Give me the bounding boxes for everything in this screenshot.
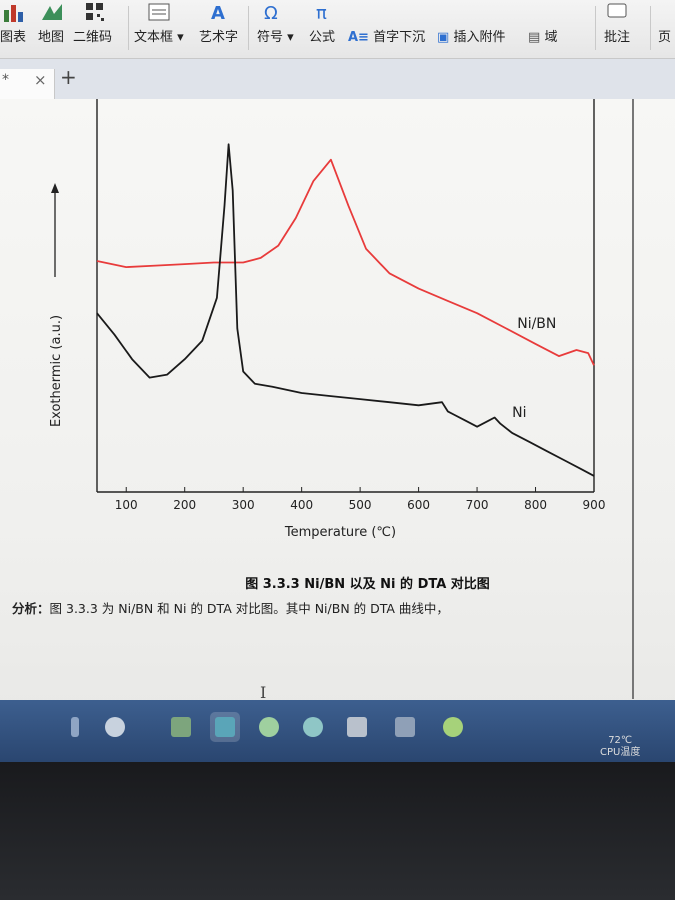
attachment-icon: ▣ (437, 30, 450, 45)
dropcap-icon: A≡ (348, 30, 369, 45)
taskbar-app-icon[interactable] (100, 712, 130, 742)
series-annotation: Ni (512, 405, 526, 421)
ribbon-separator (595, 6, 596, 50)
page-edge (632, 99, 634, 699)
taskbar-photos-icon[interactable] (390, 712, 420, 742)
analysis-label: 分析： (12, 601, 50, 616)
formula-button[interactable]: 公式 (309, 30, 336, 45)
x-tick-label: 100 (115, 498, 138, 512)
cpu-temperature-widget[interactable]: 72℃ CPU温度 (600, 735, 640, 759)
comment-button[interactable]: 批注 (604, 30, 631, 45)
taskbar (0, 700, 675, 762)
monitor-bezel (0, 762, 675, 900)
taskbar-browser-icon[interactable] (298, 712, 328, 742)
comment-icon[interactable] (605, 2, 629, 22)
new-tab-icon[interactable]: + (60, 65, 77, 89)
x-tick-label: 800 (524, 498, 547, 512)
x-tick-label: 600 (407, 498, 430, 512)
field-label: 域 (544, 30, 558, 45)
chart-icon[interactable] (2, 2, 28, 22)
formula-icon[interactable]: π (313, 2, 335, 24)
x-tick-label: 700 (466, 498, 489, 512)
ribbon-separator (248, 6, 249, 50)
field-button[interactable]: ▤ 域 (528, 26, 557, 45)
y-axis-arrowhead (51, 183, 59, 193)
x-tick-label: 300 (232, 498, 255, 512)
dropcap-button[interactable]: A≡ 首字下沉 (348, 26, 425, 45)
ribbon-separator (650, 6, 651, 50)
svg-text:Ω: Ω (264, 3, 278, 22)
qrcode-icon[interactable] (84, 2, 106, 22)
document-page[interactable] (0, 99, 675, 707)
chart-button[interactable]: 图表 (0, 30, 27, 45)
taskbar-app3-icon[interactable] (438, 712, 468, 742)
ribbon-separator (128, 6, 129, 50)
series-line-ni (96, 143, 595, 477)
attachment-button[interactable]: ▣ 插入附件 (437, 26, 505, 45)
taskbar-wechat-icon[interactable] (254, 712, 284, 742)
taskbar-explorer-icon[interactable] (166, 712, 196, 742)
close-tab-icon[interactable]: × (34, 71, 47, 89)
attachment-label: 插入附件 (453, 30, 506, 45)
wordart-icon[interactable]: A (208, 2, 230, 24)
insert-ribbon: A Ω π 图表 地图 二维码 文本框 ▾ 艺术字 符号 ▾ 公式 A≡ 首字下… (0, 0, 675, 59)
cpu-temperature-value: 72℃ (608, 735, 633, 746)
analysis-text: 图 3.3.3 为 Ni/BN 和 Ni 的 DTA 对比图。其中 Ni/BN … (49, 601, 449, 616)
field-icon: ▤ (528, 30, 541, 45)
taskbar-app2-icon[interactable] (342, 712, 372, 742)
x-tick-label: 200 (173, 498, 196, 512)
analysis-paragraph[interactable]: 分析：图 3.3.3 为 Ni/BN 和 Ni 的 DTA 对比图。其中 Ni/… (12, 598, 449, 617)
map-icon[interactable] (40, 2, 64, 22)
qrcode-button[interactable]: 二维码 (73, 30, 113, 45)
textbox-button[interactable]: 文本框 ▾ (134, 30, 184, 45)
x-axis-label: Temperature (℃) (284, 525, 396, 540)
page-button[interactable]: 页 (658, 30, 672, 45)
y-axis-label: Exothermic (a.u.) (49, 315, 64, 427)
textbox-icon[interactable] (146, 2, 172, 22)
dropcap-label: 首字下沉 (373, 30, 426, 45)
text-cursor-icon: I (260, 683, 267, 702)
document-tab[interactable]: * × (0, 69, 55, 99)
svg-text:A: A (211, 3, 225, 22)
svg-text:π: π (316, 3, 327, 22)
map-button[interactable]: 地图 (38, 30, 65, 45)
taskbar-search-icon[interactable] (60, 712, 90, 742)
document-tab-strip: * × + (0, 59, 675, 99)
symbol-icon[interactable]: Ω (262, 2, 290, 24)
series-annotation: Ni/BN (517, 316, 556, 332)
dta-chart: 100 200 300 400 500 600 700 800 900 Temperature (… (49, 99, 606, 540)
cpu-temperature-label: CPU温度 (600, 747, 641, 758)
taskbar-wps-writer-icon[interactable] (210, 712, 240, 742)
x-tick-label: 900 (583, 498, 606, 512)
series-line-ni-bn (96, 158, 595, 366)
unsaved-mark: * (2, 72, 9, 88)
symbol-button[interactable]: 符号 ▾ (257, 30, 294, 45)
x-tick-label: 500 (349, 498, 372, 512)
figure-caption: 图 3.3.3 Ni/BN 以及 Ni 的 DTA 对比图 (245, 577, 490, 592)
wordart-button[interactable]: 艺术字 (199, 30, 239, 45)
x-tick-label: 400 (290, 498, 313, 512)
